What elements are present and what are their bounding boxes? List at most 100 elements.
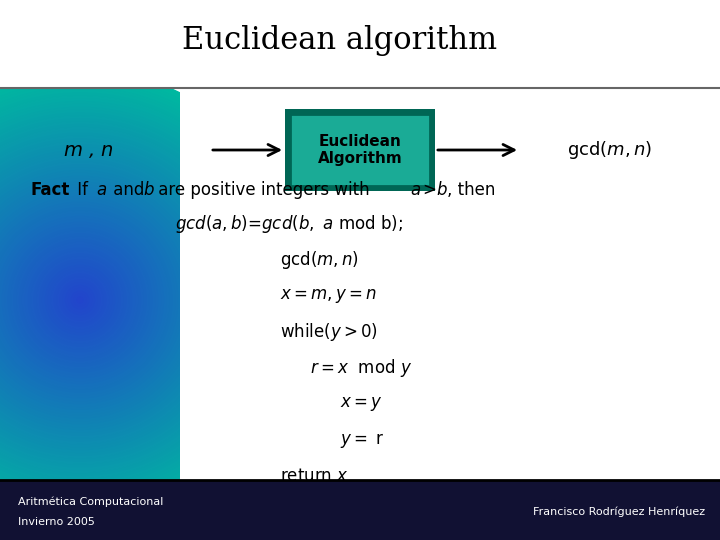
- Circle shape: [0, 84, 296, 516]
- Circle shape: [0, 199, 181, 401]
- Circle shape: [0, 82, 299, 518]
- Circle shape: [0, 159, 221, 441]
- Circle shape: [0, 136, 244, 464]
- Circle shape: [0, 197, 184, 403]
- Circle shape: [0, 179, 201, 421]
- Circle shape: [0, 99, 282, 501]
- Text: a: a: [410, 181, 420, 199]
- Circle shape: [77, 297, 83, 303]
- Circle shape: [0, 110, 270, 490]
- Circle shape: [31, 251, 129, 349]
- Bar: [180, 88, 720, 480]
- Text: and: and: [108, 181, 150, 199]
- Circle shape: [66, 286, 94, 314]
- Circle shape: [2, 222, 158, 377]
- Text: return $x$: return $x$: [280, 467, 348, 485]
- Circle shape: [0, 87, 293, 513]
- Bar: [290, 114, 430, 186]
- Circle shape: [0, 217, 163, 383]
- Text: Euclidean algorithm: Euclidean algorithm: [182, 24, 498, 56]
- Circle shape: [0, 211, 169, 389]
- Circle shape: [0, 177, 204, 423]
- Circle shape: [37, 257, 123, 343]
- Circle shape: [0, 185, 195, 415]
- Circle shape: [0, 119, 261, 481]
- Text: $r = x\ \ $mod $y$: $r = x\ \ $mod $y$: [310, 357, 412, 379]
- Circle shape: [0, 182, 198, 418]
- Text: $gcd(a,b)$=$gcd(b,\ a\ $mod b);: $gcd(a,b)$=$gcd(b,\ a\ $mod b);: [175, 213, 403, 235]
- Circle shape: [28, 248, 132, 352]
- Circle shape: [0, 113, 267, 487]
- Circle shape: [0, 122, 258, 478]
- Circle shape: [0, 105, 276, 496]
- Text: Euclidean
Algorithm: Euclidean Algorithm: [318, 134, 402, 166]
- Circle shape: [0, 162, 218, 438]
- Circle shape: [8, 228, 152, 372]
- Circle shape: [40, 260, 120, 340]
- Circle shape: [74, 294, 86, 306]
- Text: gcd$(m, n)$: gcd$(m, n)$: [280, 249, 359, 271]
- Circle shape: [0, 194, 186, 407]
- Circle shape: [71, 292, 89, 309]
- Circle shape: [0, 171, 210, 429]
- Circle shape: [57, 277, 103, 323]
- Circle shape: [51, 271, 109, 329]
- Text: are positive integers with: are positive integers with: [153, 181, 375, 199]
- Text: a: a: [96, 181, 107, 199]
- Circle shape: [17, 237, 143, 363]
- Circle shape: [0, 188, 192, 412]
- Text: >: >: [422, 181, 436, 199]
- Circle shape: [0, 127, 253, 472]
- Circle shape: [0, 191, 189, 409]
- Circle shape: [0, 202, 178, 398]
- Text: If: If: [72, 181, 94, 199]
- Text: b: b: [436, 181, 446, 199]
- Circle shape: [0, 139, 241, 461]
- Circle shape: [0, 173, 207, 427]
- Text: Fact: Fact: [30, 181, 69, 199]
- Circle shape: [0, 165, 215, 435]
- Circle shape: [54, 274, 106, 326]
- Bar: [0, 0, 720, 88]
- Circle shape: [45, 266, 114, 334]
- Text: $x = m, y = n$: $x = m, y = n$: [280, 287, 377, 305]
- Circle shape: [25, 245, 135, 355]
- Text: Aritmética Computacional: Aritmética Computacional: [18, 497, 163, 507]
- Text: while$(y > 0)$: while$(y > 0)$: [280, 321, 378, 343]
- Circle shape: [5, 225, 155, 375]
- Circle shape: [0, 219, 161, 381]
- Text: gcd$(m,n)$: gcd$(m,n)$: [567, 139, 653, 161]
- Circle shape: [0, 76, 305, 524]
- Text: $x = y$: $x = y$: [340, 395, 383, 413]
- Circle shape: [0, 125, 256, 475]
- Circle shape: [0, 205, 175, 395]
- Circle shape: [0, 96, 284, 504]
- Circle shape: [0, 168, 212, 432]
- Circle shape: [0, 116, 264, 484]
- Text: , then: , then: [447, 181, 495, 199]
- Circle shape: [0, 70, 310, 530]
- Bar: [0, 480, 720, 540]
- Circle shape: [11, 231, 149, 369]
- Circle shape: [48, 268, 112, 332]
- Circle shape: [0, 156, 224, 444]
- Circle shape: [0, 133, 247, 467]
- Text: $y =$ r: $y =$ r: [340, 430, 384, 449]
- Circle shape: [0, 214, 166, 386]
- Circle shape: [0, 147, 233, 453]
- Bar: [285, 109, 435, 191]
- Circle shape: [22, 242, 138, 357]
- Circle shape: [0, 151, 230, 449]
- Circle shape: [0, 208, 172, 392]
- Circle shape: [0, 102, 279, 498]
- Text: Francisco Rodríguez Henríquez: Francisco Rodríguez Henríquez: [533, 507, 705, 517]
- Text: Invierno 2005: Invierno 2005: [18, 517, 95, 527]
- Circle shape: [63, 283, 97, 317]
- Text: $m$ , $n$: $m$ , $n$: [63, 140, 113, 159]
- Circle shape: [42, 262, 117, 338]
- Circle shape: [34, 254, 126, 346]
- Circle shape: [0, 79, 302, 522]
- Circle shape: [60, 280, 100, 320]
- Circle shape: [0, 142, 238, 458]
- Circle shape: [0, 153, 227, 447]
